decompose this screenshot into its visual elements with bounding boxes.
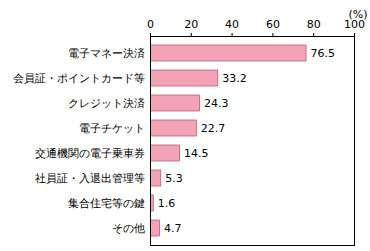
svg-text:社員証・入退出管理等: 社員証・入退出管理等	[35, 172, 145, 185]
svg-text:交通機関の電子乗車券: 交通機関の電子乗車券	[35, 147, 145, 160]
svg-text:4.7: 4.7	[164, 222, 182, 235]
svg-text:33.2: 33.2	[222, 72, 247, 85]
svg-text:その他: その他	[112, 222, 145, 235]
svg-text:5.3: 5.3	[165, 172, 183, 185]
svg-text:60: 60	[266, 18, 280, 31]
svg-text:0: 0	[147, 18, 154, 31]
svg-text:22.7: 22.7	[201, 122, 226, 135]
svg-text:24.3: 24.3	[204, 97, 229, 110]
svg-text:14.5: 14.5	[184, 147, 209, 160]
svg-text:クレジット決済: クレジット決済	[68, 97, 145, 110]
svg-text:電子マネー決済: 電子マネー決済	[68, 47, 145, 60]
svg-text:会員証・ポイントカード等: 会員証・ポイントカード等	[13, 72, 145, 85]
svg-text:1.6: 1.6	[158, 197, 176, 210]
svg-text:40: 40	[225, 18, 239, 31]
svg-text:20: 20	[184, 18, 198, 31]
svg-text:(%): (%)	[348, 8, 367, 21]
svg-text:76.5: 76.5	[311, 47, 336, 60]
svg-text:100: 100	[344, 17, 365, 31]
svg-text:80: 80	[307, 18, 321, 31]
svg-text:電子チケット: 電子チケット	[79, 122, 145, 135]
svg-text:集合住宅等の鍵: 集合住宅等の鍵	[68, 197, 145, 210]
